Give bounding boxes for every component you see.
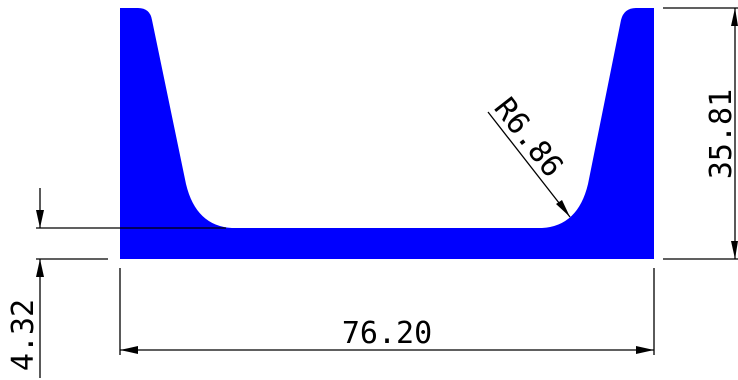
height-arrow-top — [731, 8, 738, 26]
width-arrow-right — [636, 346, 654, 354]
width-arrow-left — [120, 346, 138, 354]
thickness-dimension-label: 4.32 — [6, 299, 41, 371]
thickness-arrow-top — [36, 210, 44, 228]
height-arrow-bottom — [731, 241, 738, 259]
thickness-arrow-bottom — [36, 259, 44, 277]
height-dimension-label: 35.81 — [704, 89, 738, 179]
radius-leader-line — [487, 111, 571, 218]
radius-arrow — [556, 200, 570, 217]
width-dimension-label: 76.20 — [342, 316, 432, 351]
u-channel-profile — [120, 8, 654, 259]
radius-dimension-label: R6.86 — [487, 91, 570, 184]
